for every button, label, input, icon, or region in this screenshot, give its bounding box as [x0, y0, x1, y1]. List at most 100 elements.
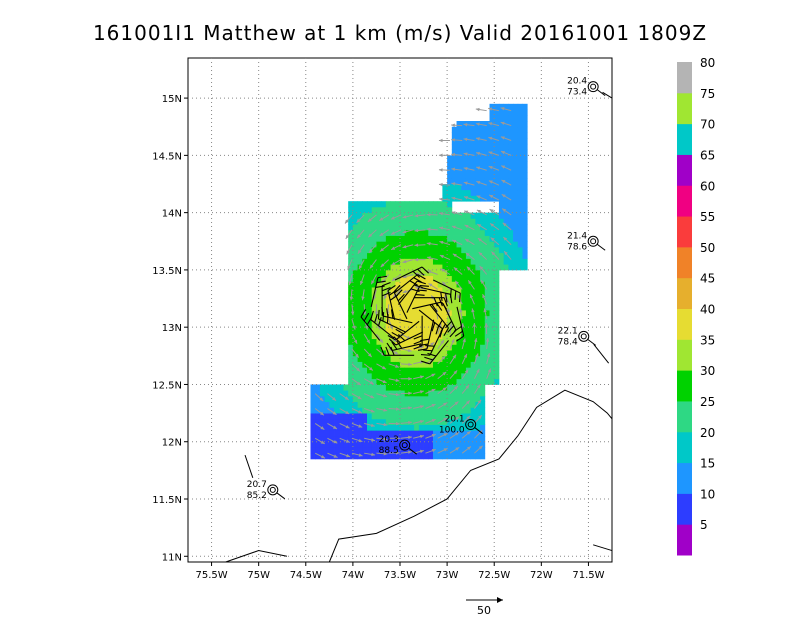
wind-field-cell — [362, 338, 368, 345]
wind-field-cell — [404, 252, 410, 259]
wind-field-cell — [442, 327, 448, 334]
wind-vector-head — [395, 378, 400, 382]
wind-field-cell — [376, 332, 382, 340]
wind-field-cell — [432, 224, 439, 231]
coastline-segment — [602, 91, 613, 99]
station-staff — [408, 447, 418, 455]
wind-field-cell — [451, 390, 457, 397]
wind-field-cell — [409, 201, 415, 208]
wind-vector-head — [477, 399, 482, 404]
wind-field-cell — [451, 292, 457, 299]
wind-field-cell — [503, 229, 509, 236]
wind-field-cell — [381, 361, 387, 368]
wind-field-cell — [480, 447, 486, 454]
wind-field-cell — [442, 310, 448, 317]
wind-field-cell — [352, 292, 358, 299]
wind-field-cell — [400, 350, 406, 357]
wind-field-cell — [357, 287, 363, 294]
wind-field-cell — [508, 155, 514, 162]
wind-field-cell — [418, 321, 424, 328]
wind-field-cell — [470, 407, 476, 414]
wind-field-cell — [513, 201, 519, 208]
station-value-top: 20.7 — [247, 480, 267, 490]
wind-vector-head — [395, 407, 400, 411]
wind-field-cell — [376, 247, 382, 254]
wind-field-cell — [442, 350, 448, 357]
wind-field-cell — [475, 321, 481, 328]
wind-field-cell — [451, 327, 457, 334]
wind-field-cell — [348, 436, 354, 443]
wind-field-cell — [470, 287, 476, 294]
wind-field-cell — [385, 218, 391, 225]
wind-barb-flag — [412, 270, 421, 278]
wind-field-cell — [498, 247, 505, 254]
wind-field-cell — [513, 218, 519, 225]
wind-field-cell — [498, 166, 505, 173]
wind-field-cell — [423, 355, 429, 362]
wind-field-cell — [352, 384, 358, 391]
wind-field-cell — [423, 321, 429, 328]
wind-field-cell — [376, 201, 382, 208]
wind-vector-head — [476, 195, 481, 199]
wind-field-cell — [513, 121, 519, 128]
wind-field-cell — [390, 361, 396, 368]
wind-field-cell — [475, 241, 481, 248]
wind-field-cell — [376, 264, 382, 271]
wind-vector-head — [321, 454, 326, 459]
wind-vector-head — [402, 259, 407, 264]
wind-vector-head — [345, 410, 350, 415]
wind-field-cell — [381, 344, 387, 351]
wind-field-cell — [376, 390, 382, 397]
wind-field-cell — [470, 418, 476, 425]
wind-field-cell — [461, 413, 467, 420]
station-value-bottom: 85.2 — [247, 491, 267, 501]
wind-field-cell — [465, 138, 472, 145]
wind-field-cell — [352, 453, 358, 460]
wind-field-cell — [409, 281, 415, 288]
wind-field-cell — [385, 367, 391, 374]
wind-vector-head — [463, 181, 468, 185]
wind-barb-flag — [388, 338, 397, 346]
wind-field-cell — [404, 304, 410, 311]
wind-field-cell — [480, 149, 486, 156]
wind-field-cell — [513, 172, 519, 179]
wind-field-cell — [371, 224, 377, 231]
wind-field-cell — [465, 126, 472, 133]
wind-field-cell — [348, 269, 354, 277]
wind-field-cell — [508, 161, 514, 168]
wind-field-cell — [381, 441, 387, 448]
wind-field-cell — [503, 161, 509, 168]
wind-field-cell — [428, 418, 434, 425]
wind-barb-flag — [449, 288, 452, 298]
station-staff — [596, 243, 606, 251]
wind-field-cell — [503, 195, 509, 202]
wind-field-cell — [428, 384, 434, 391]
wind-vector-head — [451, 225, 456, 229]
wind-field-cell — [414, 418, 420, 425]
wind-field-cell — [489, 315, 495, 322]
wind-field-cell — [381, 206, 387, 214]
wind-field-cell — [461, 407, 467, 414]
wind-field-cell — [494, 355, 500, 362]
wind-field-cell — [400, 310, 406, 317]
wind-field-cell — [348, 418, 354, 425]
wind-field-cell — [456, 441, 462, 448]
wind-field-cell — [522, 189, 528, 196]
wind-field-cell — [522, 184, 528, 191]
wind-field-cell — [362, 373, 368, 380]
wind-vector-head — [382, 379, 387, 384]
wind-field-cell — [423, 315, 429, 322]
wind-field-cell — [475, 350, 481, 357]
wind-field-cell — [451, 189, 457, 196]
wind-field-cell — [409, 258, 415, 265]
wind-vector-head — [402, 274, 407, 279]
wind-vector-head — [455, 280, 459, 285]
wind-field-cell — [475, 166, 481, 173]
wind-field-cell — [484, 218, 490, 225]
wind-vector-head — [350, 311, 355, 316]
wind-field-cell — [390, 424, 396, 431]
wind-field-cell — [522, 143, 528, 151]
wind-field-cell — [400, 315, 406, 322]
wind-field-cell — [381, 281, 387, 288]
wind-field-cell — [484, 149, 490, 156]
